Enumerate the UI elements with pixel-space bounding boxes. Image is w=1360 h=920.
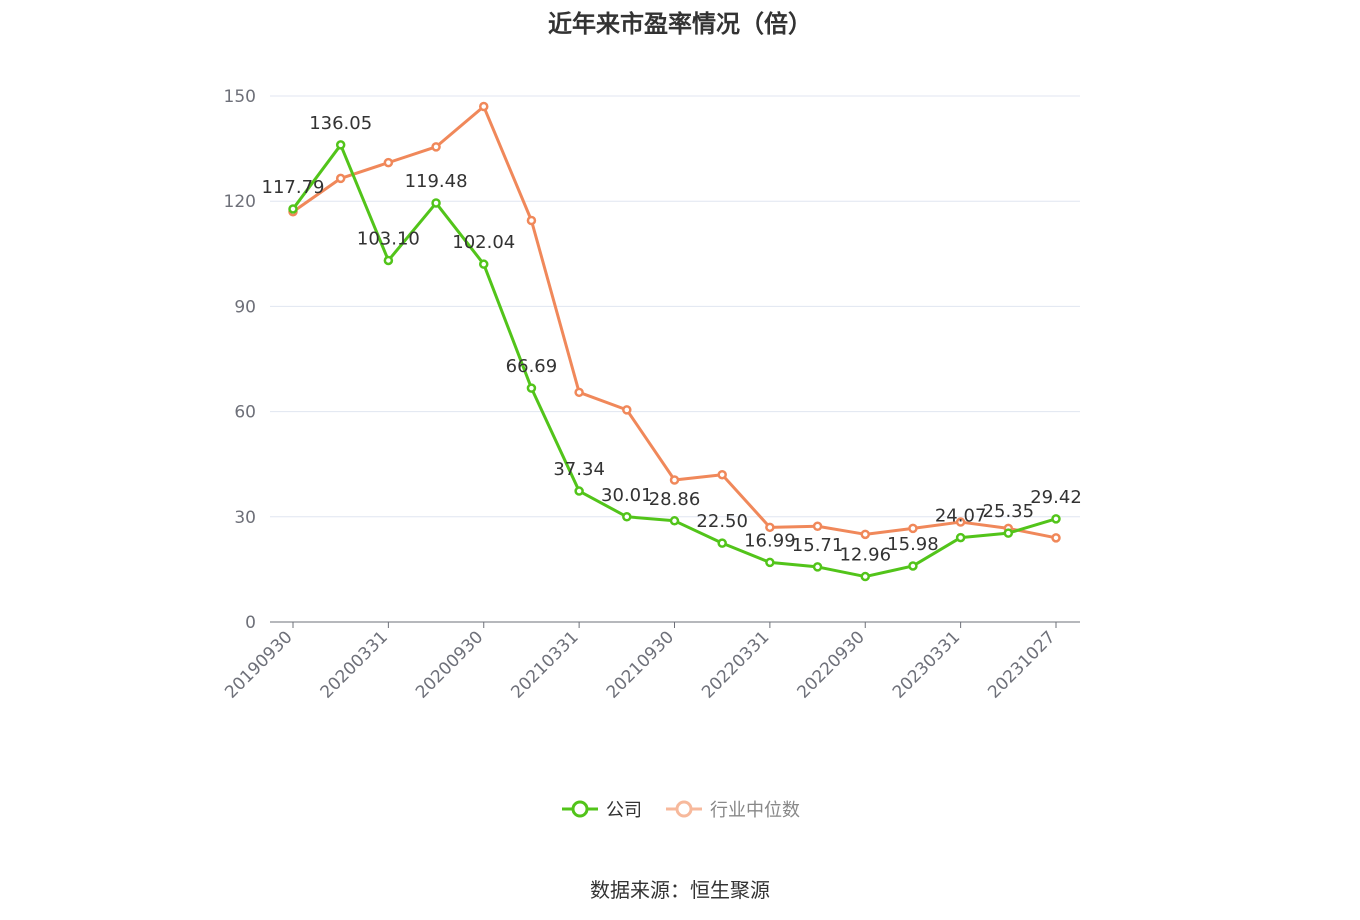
data-label: 119.48 — [405, 171, 468, 192]
legend-industry-line-icon — [666, 800, 702, 818]
data-label: 15.71 — [792, 535, 844, 556]
x-tick-label: 20220930 — [793, 627, 868, 702]
data-label: 30.01 — [601, 485, 653, 506]
data-point-industry — [955, 517, 966, 527]
data-label: 117.79 — [262, 177, 325, 198]
y-tick-label: 0 — [245, 613, 256, 633]
data-label: 12.96 — [839, 545, 891, 566]
data-point-industry — [383, 157, 394, 168]
legend-item-industry[interactable]: 行业中位数 — [664, 796, 800, 822]
data-point-company — [1003, 528, 1014, 538]
data-label-layer: 117.79 136.05 103.10 119.48 102.04 66.69 37.34… — [262, 113, 1082, 566]
legend-company-line-icon — [562, 800, 598, 818]
data-label: 29.42 — [1030, 487, 1082, 508]
data-point-industry — [669, 475, 680, 485]
legend: 公司 行业中位数 — [0, 796, 1360, 822]
data-point-company — [431, 198, 441, 208]
data-point-company — [717, 538, 727, 548]
legend-company-label: 公司 — [606, 800, 642, 821]
data-label: 24.07 — [935, 506, 987, 527]
data-point-company — [526, 383, 537, 393]
data-point-company — [574, 486, 584, 496]
line-chart: 0 30 60 90 120 150 20190930 20200331 20200930 202… — [221, 87, 1082, 703]
data-point-industry — [1051, 533, 1061, 543]
data-label: 25.35 — [983, 501, 1035, 522]
x-tick-label: 20210930 — [603, 627, 678, 702]
data-point-industry — [908, 523, 918, 534]
data-point-industry — [479, 101, 489, 112]
x-tick-label: 20190930 — [221, 627, 296, 702]
y-tick-label: 150 — [224, 87, 256, 107]
legend-industry-label: 行业中位数 — [710, 800, 800, 821]
x-tick-label: 20220331 — [698, 627, 773, 702]
data-point-company — [479, 259, 489, 269]
y-tick-label: 90 — [234, 297, 256, 317]
data-point-industry — [717, 469, 727, 480]
x-tick-label: 20230331 — [889, 627, 964, 702]
data-point-industry — [622, 405, 632, 415]
data-point-company — [765, 557, 775, 568]
series-layer — [288, 101, 1061, 582]
data-point-industry — [574, 387, 584, 398]
x-tick-label: 20210331 — [507, 627, 582, 702]
grid-layer — [270, 95, 1080, 518]
data-point-company — [383, 255, 394, 266]
x-tick-label: 20200331 — [317, 627, 392, 702]
chart-title: 近年来市盈率情况（倍） — [548, 10, 812, 38]
data-label: 37.34 — [553, 459, 605, 480]
data-point-company — [669, 516, 680, 526]
data-label: 28.86 — [649, 489, 701, 510]
y-tick-label: 30 — [234, 508, 256, 528]
data-point-industry — [526, 215, 537, 226]
data-point-company — [860, 571, 870, 582]
y-tick-label: 120 — [224, 192, 256, 212]
x-tick-label: 20200930 — [412, 627, 487, 702]
data-label: 103.10 — [357, 228, 420, 249]
data-point-industry — [860, 529, 870, 540]
y-tick-label: 60 — [234, 403, 256, 423]
x-tick-label: 20231027 — [984, 627, 1059, 702]
data-label: 16.99 — [744, 530, 796, 551]
data-point-company — [812, 562, 823, 572]
legend-item-company[interactable]: 公司 — [560, 796, 642, 822]
data-label: 22.50 — [696, 511, 748, 532]
data-point-company — [622, 512, 632, 522]
data-label: 66.69 — [506, 356, 558, 377]
data-point-industry — [335, 173, 346, 184]
data-label: 136.05 — [309, 113, 372, 134]
data-label: 102.04 — [452, 232, 515, 253]
data-point-company — [335, 140, 346, 150]
data-label: 15.98 — [887, 534, 939, 555]
data-point-company — [955, 532, 966, 543]
data-point-industry — [812, 521, 823, 532]
data-point-company — [908, 561, 918, 571]
source-note: 数据来源：恒生聚源 — [590, 878, 770, 902]
axis-layer: 0 30 60 90 120 150 20190930 20200331 20200930 202… — [221, 87, 1080, 703]
data-point-company — [1051, 514, 1061, 524]
data-point-industry — [431, 142, 441, 152]
data-point-industry — [765, 522, 775, 533]
data-point-company — [288, 204, 298, 214]
